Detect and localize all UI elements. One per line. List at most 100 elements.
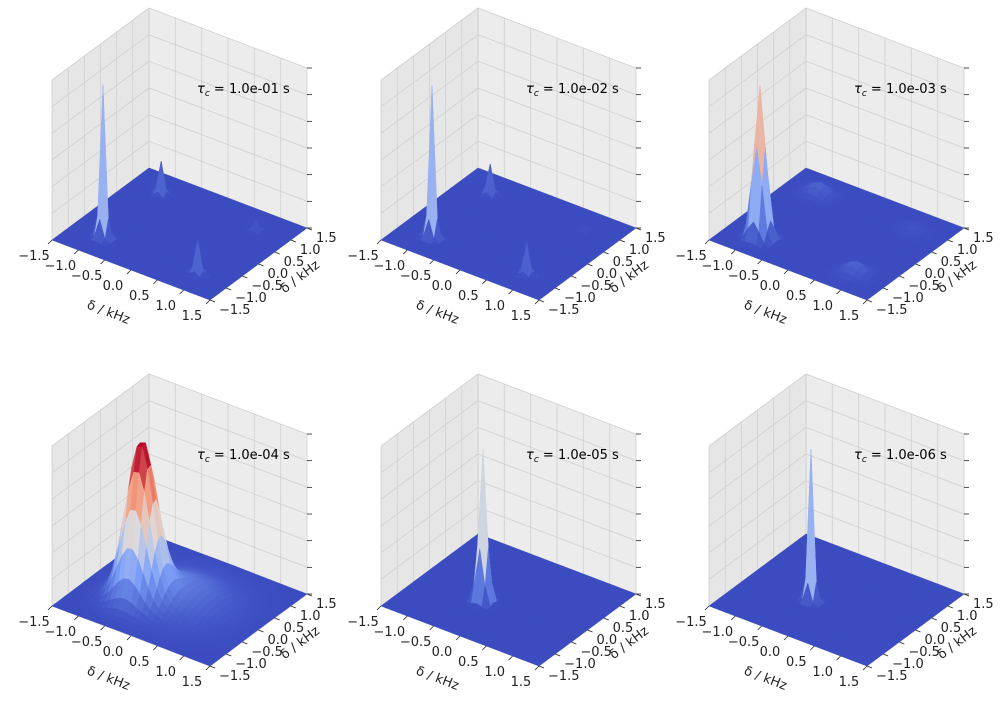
tau-value: = 1.0e-03 s (867, 82, 947, 97)
x-tick-label: 1.0 (155, 665, 176, 680)
grid-line (51, 400, 308, 474)
tau-value: = 1.0e-05 s (539, 448, 619, 463)
x-axis-label: δ / kHz (85, 298, 132, 328)
tau-symbol: τ (526, 448, 534, 463)
y-tick-mark (619, 605, 625, 609)
x-tick-label: 0.0 (760, 279, 781, 294)
x-tick-label: −0.5 (71, 635, 103, 650)
y-tick-label: −1.5 (219, 669, 251, 684)
x-tick-mark (153, 279, 158, 285)
x-tick-mark (455, 635, 461, 641)
x-tick-label: 0.5 (786, 289, 807, 304)
y-tick-mark (290, 239, 296, 243)
y-tick-mark (226, 287, 232, 291)
x-tick-mark (757, 259, 762, 265)
y-tick-mark (538, 665, 545, 669)
y-tick-label: −1.5 (876, 303, 908, 318)
x-tick-mark (534, 665, 540, 671)
x-tick-mark (100, 259, 105, 265)
y-tick-mark (571, 641, 577, 645)
y-tick-mark (226, 653, 232, 657)
y-tick-label: −1.0 (235, 657, 267, 672)
y-tick-label: 0.5 (613, 255, 634, 270)
x-tick-label: 0.5 (458, 655, 479, 670)
y-tick-mark (242, 275, 248, 279)
grid-line (380, 7, 637, 81)
x-tick-mark (783, 269, 789, 275)
x-tick-label: 1.0 (155, 299, 176, 314)
tau-subscript: c (205, 89, 210, 99)
y-tick-label: −1.5 (219, 303, 251, 318)
x-tick-mark (810, 279, 815, 285)
x-tick-label: −1.0 (45, 625, 77, 640)
subplot-5: −1.5−1.0−0.50.00.51.01.5δ / kHz −1.5−1.0−… (347, 373, 666, 694)
y-tick-label: −1.0 (564, 291, 596, 306)
grid-line (380, 34, 637, 108)
y-tick-label: −0.5 (251, 279, 283, 294)
surface (708, 85, 965, 301)
grid-line (380, 400, 637, 474)
y-tick-label: 0.5 (284, 621, 305, 636)
grid-line (51, 7, 308, 81)
x-tick-mark (153, 645, 158, 651)
grid-line (51, 34, 308, 108)
surface (380, 449, 637, 667)
x-tick-label: 1.5 (511, 675, 532, 690)
y-tick-mark (931, 251, 937, 255)
y-tick-label: 1.0 (957, 243, 978, 258)
y-tick-label: −1.0 (892, 291, 924, 306)
y-tick-label: 0.5 (284, 255, 305, 270)
x-tick-mark (74, 615, 79, 621)
x-tick-mark (74, 249, 79, 255)
surface (380, 85, 637, 301)
y-tick-label: 1.0 (300, 243, 321, 258)
grid-line (708, 114, 965, 188)
x-tick-label: 1.5 (839, 309, 860, 324)
grid-line (51, 87, 308, 161)
grid-line (380, 114, 637, 188)
y-tick-label: 0.0 (268, 633, 289, 648)
y-tick-label: 1.0 (629, 243, 650, 258)
tau-annotation: τc = 1.0e-04 s (197, 448, 290, 465)
grid-line (51, 114, 308, 188)
tau-subscript: c (205, 455, 210, 465)
y-tick-label: 1.5 (645, 231, 666, 246)
grid-line (51, 453, 308, 527)
x-axis-label: δ / kHz (742, 298, 789, 328)
y-tick-mark (883, 287, 889, 291)
x-tick-mark (429, 625, 434, 631)
y-tick-mark (258, 263, 264, 267)
grid-line (380, 453, 637, 527)
y-tick-mark (258, 629, 264, 633)
x-tick-label: 0.5 (458, 289, 479, 304)
x-tick-label: −0.5 (71, 269, 103, 284)
y-tick-label: 1.0 (300, 609, 321, 624)
x-tick-label: −1.5 (347, 249, 379, 264)
x-tick-label: 1.0 (484, 665, 505, 680)
y-tick-mark (555, 287, 561, 291)
x-tick-mark (179, 655, 184, 661)
tau-annotation: τc = 1.0e-02 s (526, 82, 619, 99)
surface-patch (861, 295, 871, 301)
y-tick-mark (555, 653, 561, 657)
x-tick-mark (126, 635, 132, 641)
x-tick-label: −0.5 (400, 269, 432, 284)
subplot-2: −1.5−1.0−0.50.00.51.01.5δ / kHz −1.5−1.0−… (347, 7, 666, 328)
y-tick-mark (603, 617, 609, 621)
y-tick-label: 1.5 (316, 597, 337, 612)
x-tick-label: −1.5 (18, 615, 50, 630)
grid-line (51, 373, 308, 447)
x-tick-mark (376, 239, 382, 245)
y-tick-label: 0.0 (597, 267, 618, 282)
y-tick-mark (538, 299, 545, 303)
surface-patch (533, 295, 543, 301)
subplot-1: −1.5−1.0−0.50.00.51.01.5δ / kHz −1.5−1.0−… (18, 7, 337, 328)
x-tick-mark (205, 299, 211, 305)
y-tick-mark (899, 275, 905, 279)
x-tick-mark (126, 269, 132, 275)
tau-symbol: τ (197, 82, 205, 97)
surface-patch (204, 295, 214, 301)
x-tick-mark (205, 665, 211, 671)
x-tick-mark (862, 299, 868, 305)
